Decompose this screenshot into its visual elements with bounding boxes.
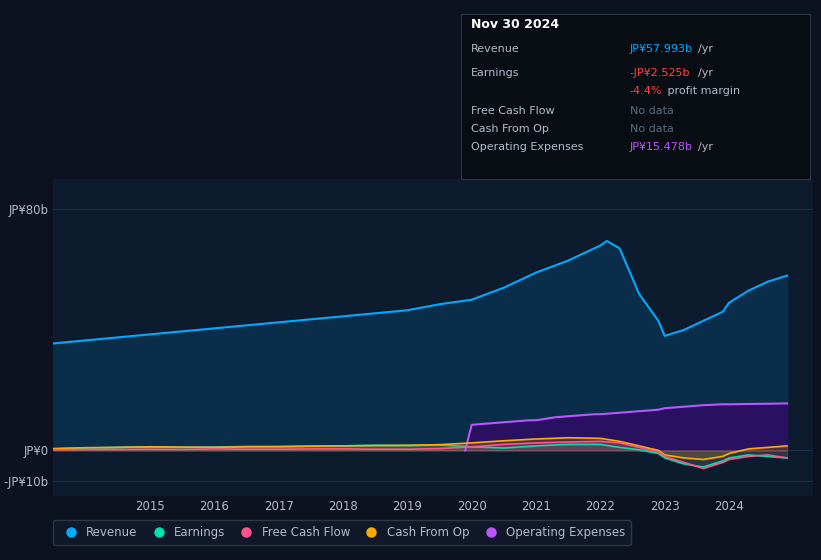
Text: -4.4%: -4.4% [630,86,663,96]
Text: -JP¥2.525b: -JP¥2.525b [630,68,690,78]
Text: No data: No data [630,124,673,134]
Text: JP¥15.478b: JP¥15.478b [630,142,693,152]
Text: Cash From Op: Cash From Op [471,124,549,134]
Legend: Revenue, Earnings, Free Cash Flow, Cash From Op, Operating Expenses: Revenue, Earnings, Free Cash Flow, Cash … [53,520,631,545]
Text: Earnings: Earnings [471,68,520,78]
Text: No data: No data [630,106,673,116]
Text: /yr: /yr [698,68,713,78]
Text: Free Cash Flow: Free Cash Flow [471,106,555,116]
Text: Operating Expenses: Operating Expenses [471,142,584,152]
Text: Nov 30 2024: Nov 30 2024 [471,18,559,31]
Text: /yr: /yr [698,44,713,54]
Text: /yr: /yr [698,142,713,152]
Text: profit margin: profit margin [664,86,741,96]
Text: Revenue: Revenue [471,44,520,54]
Text: JP¥57.993b: JP¥57.993b [630,44,693,54]
